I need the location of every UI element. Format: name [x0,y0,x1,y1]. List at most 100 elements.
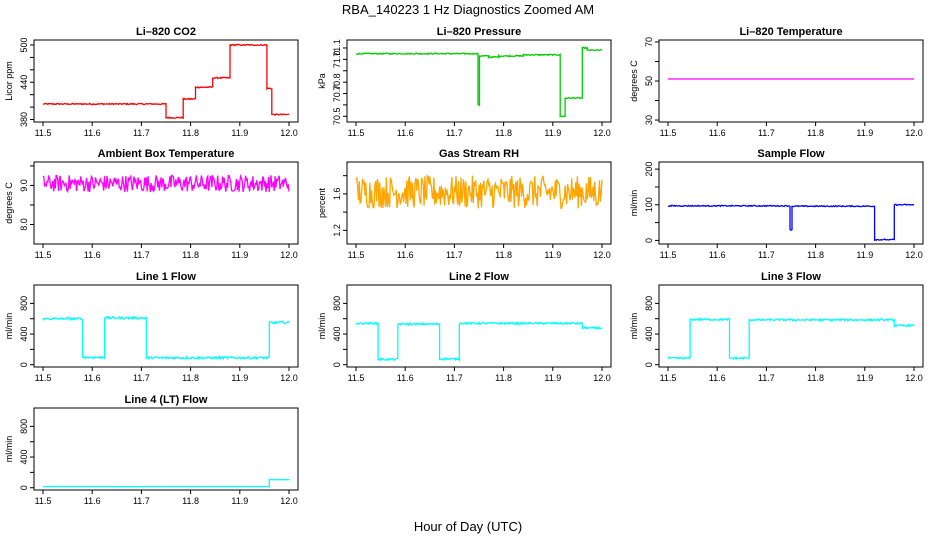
chart-panel: Gas Stream RH 11.5 11.6 11.7 11.8 11.9 12.0 1.2… [317,148,612,260]
y-tick-label: 100 [644,197,654,212]
x-tick-label: 11.7 [446,373,463,383]
data-series-line [42,173,290,193]
x-tick-label: 11.6 [84,250,101,260]
x-tick-label: 11.9 [544,250,561,260]
chart-panel: Line 3 Flow 11.5 11.6 11.7 11.8 11.9 12.0 0 400 8… [629,271,924,383]
x-tick-label: 12.0 [280,373,298,383]
x-tick-label: 11.6 [84,373,101,383]
x-tick-label: 11.5 [35,496,52,506]
x-tick-label: 11.9 [231,496,248,506]
y-tick-label: 0 [19,485,29,490]
y-tick-label: 400 [332,327,342,342]
data-series-line [356,46,603,118]
x-tick-label: 11.5 [660,128,677,138]
x-tick-label: 11.6 [397,250,414,260]
x-tick-label: 11.7 [758,128,775,138]
y-tick-label: 800 [332,296,342,311]
plot-frame [346,161,612,245]
x-tick-label: 11.6 [709,128,726,138]
y-axis-label: ml/min [317,313,327,340]
panel-title: Ambient Box Temperature [98,148,235,160]
x-tick-label: 11.8 [495,373,512,383]
plot-frame [658,284,924,368]
data-series-line [42,43,289,120]
x-tick-label: 11.5 [35,128,52,138]
x-tick-label: 11.9 [231,128,248,138]
x-tick-label: 11.6 [397,128,414,138]
x-tick-label: 11.9 [856,250,873,260]
x-tick-label: 12.0 [905,250,923,260]
x-tick-label: 11.8 [495,250,512,260]
plot-frame [33,39,299,123]
y-tick-label: 400 [19,327,29,342]
y-tick-label: 9.0 [19,179,29,192]
chart-panel: Line 4 (LT) Flow 11.5 11.6 11.7 11.8 11.9 12.0… [4,394,299,506]
y-tick-label: 30 [644,115,654,125]
x-tick-label: 12.0 [280,128,298,138]
y-tick-label: 0 [644,238,654,243]
panel-title: Line 2 Flow [449,271,509,283]
y-tick-label: 50 [644,76,654,86]
x-tick-label: 11.7 [758,250,775,260]
chart-panel: Line 1 Flow 11.5 11.6 11.7 11.8 11.9 12.0 0 400 8… [4,271,299,383]
y-tick-label: 500 [19,37,29,52]
y-tick-label: 800 [644,296,654,311]
y-tick-label: 71.0 [332,51,342,69]
y-tick-label: 200 [644,162,654,177]
x-tick-label: 11.5 [35,373,52,383]
data-series-line [667,203,915,242]
y-axis-label: percent [317,187,327,218]
y-tick-label: 70.5 [332,108,342,126]
x-tick-label: 11.9 [856,373,873,383]
data-series-line [42,478,290,488]
plot-frame [346,39,612,123]
x-tick-label: 11.8 [182,250,199,260]
x-tick-label: 11.5 [348,373,365,383]
panels-container: Li–820 CO2 11.5 11.6 11.7 11.8 11.9 12.0 380 440… [4,26,924,506]
y-tick-label: 70.7 [332,85,342,103]
chart-panel: Li–820 CO2 11.5 11.6 11.7 11.8 11.9 12.0 380 440… [4,26,299,138]
x-tick-label: 11.7 [446,250,463,260]
data-series-line [42,315,290,361]
chart-panel: Li–820 Pressure 11.5 11.6 11.7 11.8 11.9 12.0 7… [317,26,612,138]
y-axis-label: Licor ppm [4,61,14,101]
panel-title: Li–820 CO2 [136,26,196,38]
x-tick-label: 11.8 [807,250,824,260]
x-tick-label: 12.0 [905,128,923,138]
x-tick-label: 12.0 [593,250,611,260]
y-tick-label: 1.6 [332,188,342,201]
data-series-line [355,320,603,363]
x-tick-label: 11.6 [84,128,101,138]
chart-panel: Li–820 Temperature 11.5 11.6 11.7 11.8 11.9 12… [629,26,924,138]
x-tick-label: 11.8 [182,128,199,138]
panel-title: Li–820 Temperature [739,26,842,38]
y-axis-label: ml/min [4,313,14,340]
plot-frame [658,39,924,123]
x-tick-label: 11.6 [84,496,101,506]
x-axis-label: Hour of Day (UTC) [414,519,522,534]
y-tick-label: 800 [19,419,29,434]
x-tick-label: 11.9 [544,373,561,383]
x-tick-label: 11.7 [133,373,150,383]
data-series-line [355,174,603,210]
x-tick-label: 11.7 [446,128,463,138]
y-tick-label: 440 [19,75,29,90]
x-tick-label: 11.8 [807,128,824,138]
x-tick-label: 11.9 [544,128,561,138]
y-tick-label: 70.8 [332,73,342,91]
y-tick-label: 8.0 [19,218,29,231]
chart-panel: Line 2 Flow 11.5 11.6 11.7 11.8 11.9 12.0 0 400 8… [317,271,612,383]
x-tick-label: 11.8 [495,128,512,138]
plot-frame [346,284,612,368]
y-axis-label: ml/min [4,436,14,463]
x-tick-label: 11.9 [856,128,873,138]
x-tick-label: 11.9 [231,373,248,383]
x-tick-label: 11.6 [709,250,726,260]
plot-frame [33,407,299,491]
y-tick-label: 71.1 [332,39,342,57]
data-series-line [667,317,915,361]
panel-title: Sample Flow [757,148,825,160]
y-tick-label: 400 [644,327,654,342]
y-tick-label: 800 [19,296,29,311]
x-tick-label: 12.0 [905,373,923,383]
